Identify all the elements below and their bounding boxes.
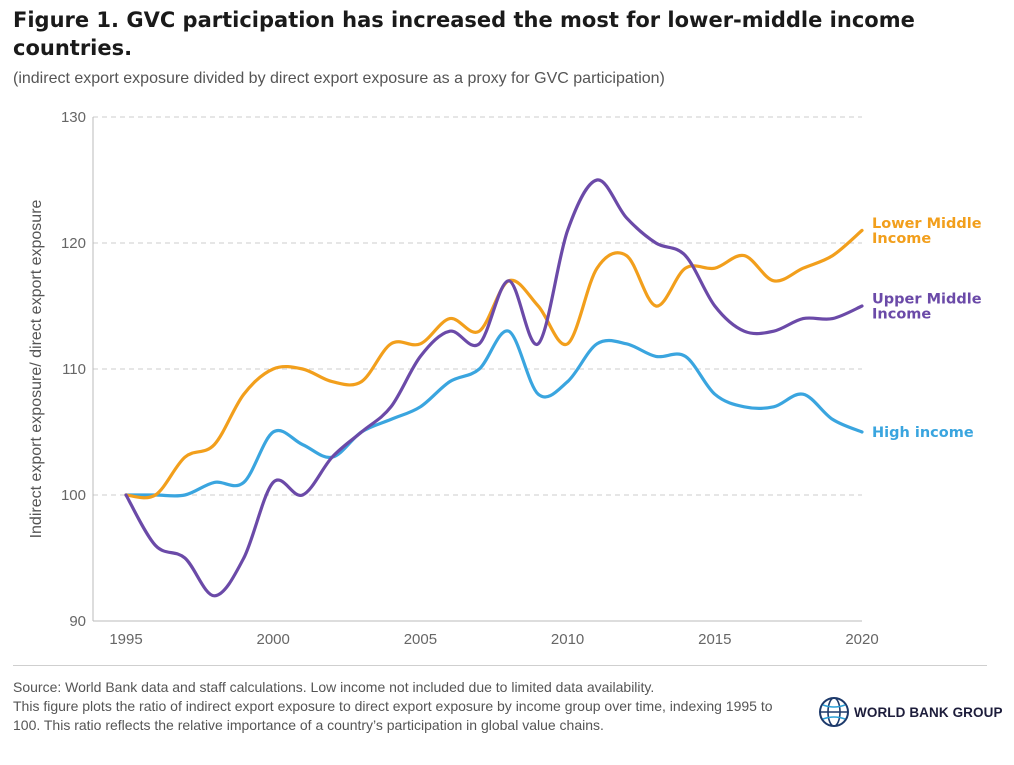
series-line-high-income <box>124 329 864 498</box>
y-tick-label: 120 <box>61 235 86 252</box>
line-chart: 90 100 110 120 130 1995 2000 2005 2010 2015 2020 In… <box>28 109 982 648</box>
series-label-high-income: High income <box>872 425 974 441</box>
series-label-upper-middle-income: Upper Middle <box>872 292 982 308</box>
x-tick-label: 2020 <box>845 631 878 648</box>
globe-icon <box>819 697 849 727</box>
x-tick-label: 2005 <box>404 631 437 648</box>
footnote: Source: World Bank data and staff calcul… <box>13 678 793 735</box>
y-axis-label: Indirect export exposure/ direct export … <box>28 199 45 538</box>
chart-subtitle: (indirect export exposure divided by dir… <box>13 70 665 87</box>
series-label-lower-middle-income: Income <box>872 231 931 247</box>
page-title: Figure 1. GVC participation has increase… <box>13 8 915 60</box>
series-label-lower-middle-income: Lower Middle <box>872 216 982 232</box>
y-tick-label: 130 <box>61 109 86 126</box>
x-tick-label: 2000 <box>257 631 290 648</box>
source-note: Source: World Bank data and staff calcul… <box>13 679 655 695</box>
logo-text: WORLD BANK GROUP <box>854 704 1003 720</box>
x-tick-label: 2015 <box>698 631 731 648</box>
y-tick-label: 100 <box>61 487 86 504</box>
series-line-lower-middle-income <box>124 228 864 500</box>
y-tick-label: 110 <box>62 361 86 378</box>
series-line-upper-middle-income <box>124 178 864 598</box>
series-label-upper-middle-income: Income <box>872 307 931 323</box>
y-tick-label: 90 <box>69 613 86 630</box>
footer-divider <box>13 665 987 666</box>
world-bank-logo: WORLD BANK GROUP <box>818 696 1003 728</box>
x-tick-label: 1995 <box>109 631 142 648</box>
description-note: This figure plots the ratio of indirect … <box>13 698 773 733</box>
x-tick-label: 2010 <box>551 631 584 648</box>
